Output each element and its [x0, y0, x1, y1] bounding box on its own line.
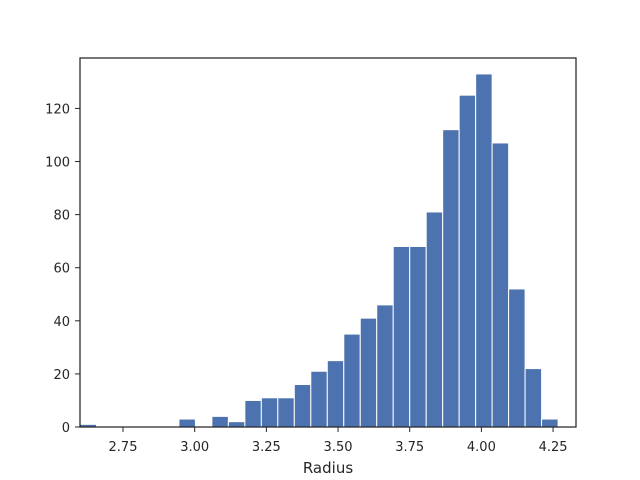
histogram-bar [310, 370, 328, 428]
histogram-bar [260, 397, 279, 428]
y-axis-ticks: 0 20 40 60 80 100 120 [45, 102, 80, 436]
histogram-bar [442, 129, 460, 428]
y-tick-label: 120 [45, 102, 70, 117]
x-tick-label: 4.00 [467, 440, 496, 455]
histogram-bar [425, 211, 444, 428]
histogram-bar [227, 421, 246, 428]
y-tick-label: 0 [62, 421, 70, 436]
histogram-bar [392, 245, 411, 428]
histogram-bar [491, 142, 510, 428]
y-tick-label: 100 [45, 156, 70, 171]
histogram-bar [211, 415, 229, 428]
histogram-bar [178, 418, 196, 428]
y-tick-label: 40 [53, 315, 70, 330]
histogram-bar [508, 288, 526, 428]
histogram-bar [524, 368, 543, 428]
x-tick-label: 3.50 [324, 440, 353, 455]
x-tick-label: 4.25 [539, 440, 568, 455]
histogram-bar [343, 333, 361, 428]
x-tick-label: 3.00 [180, 440, 209, 455]
x-axis-ticks: 2.75 3.00 3.25 3.50 3.75 4.00 4.25 [109, 427, 568, 455]
histogram-bar [293, 384, 312, 428]
histogram-bar [326, 360, 345, 428]
histogram-bar [244, 399, 262, 428]
y-tick-label: 60 [53, 262, 70, 277]
histogram-bar [475, 73, 493, 428]
histogram-bar [541, 418, 559, 428]
x-axis-label: Radius [303, 459, 353, 477]
x-tick-label: 3.75 [395, 440, 424, 455]
histogram-bar [409, 245, 427, 428]
y-tick-label: 80 [53, 209, 70, 224]
histogram-bar [359, 317, 378, 428]
plot-frame [79, 57, 577, 428]
histogram-bar [458, 94, 477, 428]
x-tick-label: 3.25 [252, 440, 281, 455]
histogram-bar [376, 304, 394, 428]
bars-layer [79, 73, 559, 428]
y-tick-label: 20 [53, 368, 70, 383]
x-tick-label: 2.75 [109, 440, 138, 455]
histogram-bar [277, 397, 295, 428]
